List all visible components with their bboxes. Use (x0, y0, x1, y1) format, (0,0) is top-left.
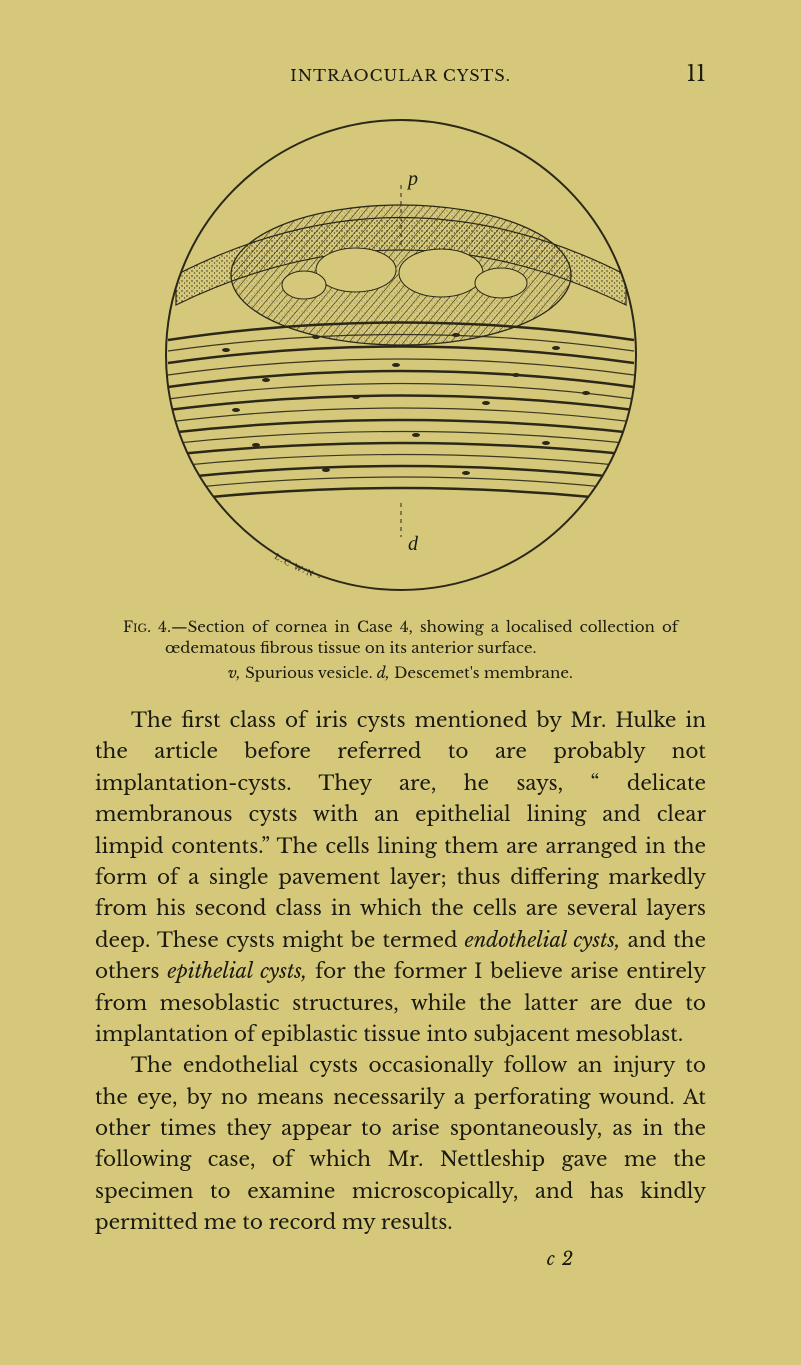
caption-v-text: Spurious vesicle. (241, 664, 377, 683)
caption-d-text: Descemet's membrane. (390, 664, 573, 683)
page: INTRAOCULAR CYSTS. 11 (0, 0, 801, 1365)
p1-ital-2: epithelial cysts, (167, 960, 307, 984)
page-header: INTRAOCULAR CYSTS. 11 (95, 60, 706, 87)
paragraph-1: The first class of iris cysts mentioned … (95, 706, 706, 1051)
caption-line-1: Fig. 4.—Section of cornea in Case 4, sho… (123, 617, 678, 659)
caption-line-2: v, Spurious vesicle. d, Descemet's membr… (123, 663, 678, 684)
figure-caption: Fig. 4.—Section of cornea in Case 4, sho… (95, 617, 706, 684)
body-text: The first class of iris cysts mentioned … (95, 706, 706, 1240)
figure-4: p d L.C W/N - DEL. (95, 105, 706, 605)
running-head: INTRAOCULAR CYSTS. (135, 66, 666, 86)
p1-ital-1: endothelial cysts, (465, 929, 621, 953)
caption-fig-label: Fig. 4. (123, 618, 171, 637)
caption-text-1: —Section of cornea in Case 4, showing a … (165, 618, 678, 658)
caption-v-label: v, (228, 664, 241, 683)
signature-mark: c 2 (95, 1248, 706, 1270)
figure-label-p: p (406, 168, 418, 190)
paragraph-2: The endothelial cysts occasionally follo… (95, 1051, 706, 1239)
cornea-section-illustration: p d L.C W/N - DEL. (156, 105, 646, 605)
figure-label-d: d (408, 533, 419, 555)
figure-engraver-arc: L.C W/N - DEL. (156, 105, 324, 582)
page-number: 11 (666, 60, 706, 87)
p1-span-a: The first class of iris cysts mentioned … (95, 709, 706, 953)
caption-d-label: d, (377, 664, 390, 683)
